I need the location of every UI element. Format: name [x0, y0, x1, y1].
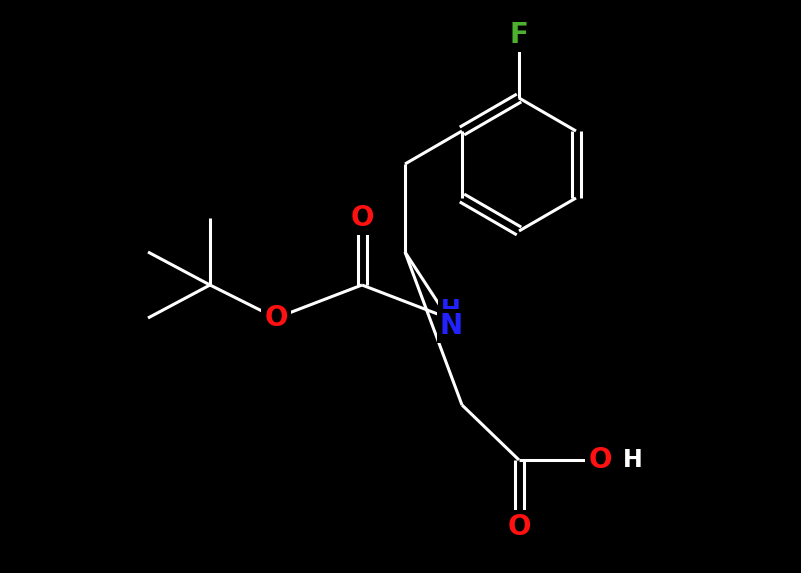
Text: O: O — [350, 204, 374, 232]
Text: O: O — [507, 513, 531, 541]
Text: H: H — [441, 298, 461, 322]
Text: O: O — [264, 304, 288, 332]
Text: N: N — [440, 312, 462, 340]
Text: H: H — [623, 448, 642, 472]
Text: F: F — [509, 21, 529, 49]
Text: O: O — [588, 446, 612, 474]
